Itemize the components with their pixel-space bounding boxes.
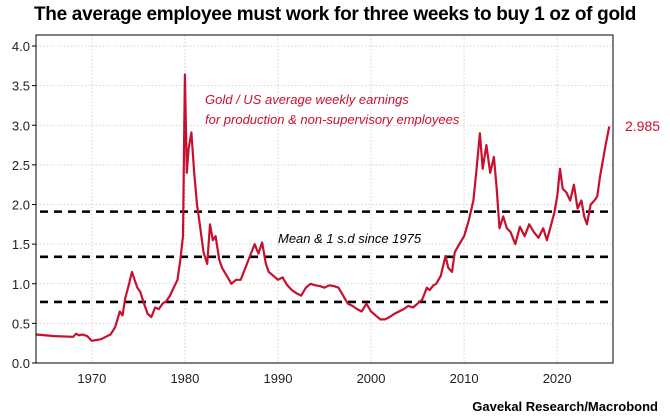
series-label-line1: Gold / US average weekly earnings xyxy=(205,92,409,107)
last-value-label: 2.985 xyxy=(625,118,660,134)
series-layer xyxy=(35,73,611,342)
series-line xyxy=(35,73,611,342)
y-tick-label: 2.0 xyxy=(12,198,30,213)
y-axis: 0.0 0.5 1.0 1.5 2.0 2.5 3.0 3.5 4.0 xyxy=(12,39,36,371)
reference-band-label: Mean & 1 s.d since 1975 xyxy=(278,231,422,246)
y-tick-label: 3.0 xyxy=(12,118,30,133)
reference-lines xyxy=(40,210,611,304)
source-credit: Gavekal Research/Macrobond xyxy=(472,399,658,414)
gridlines xyxy=(36,35,613,363)
x-axis: 1970 1980 1990 2000 2010 2020 xyxy=(77,371,571,386)
x-tick-label: 1970 xyxy=(77,371,106,386)
y-tick-label: 2.5 xyxy=(12,158,30,173)
y-tick-label: 4.0 xyxy=(12,39,30,54)
x-tick-label: 2000 xyxy=(357,371,386,386)
y-tick-label: 0.0 xyxy=(12,356,30,371)
y-tick-label: 0.5 xyxy=(12,316,30,331)
x-tick-label: 2020 xyxy=(543,371,572,386)
x-tick-label: 1990 xyxy=(264,371,293,386)
chart-title: The average employee must work for three… xyxy=(33,4,637,25)
y-tick-label: 1.0 xyxy=(12,277,30,292)
series-label-line2: for production & non-supervisory employe… xyxy=(205,112,460,127)
x-tick-label: 1980 xyxy=(170,371,199,386)
x-tick-label: 2010 xyxy=(450,371,479,386)
y-tick-label: 1.5 xyxy=(12,237,30,252)
y-tick-label: 3.5 xyxy=(12,79,30,94)
plot-frame xyxy=(35,34,614,364)
